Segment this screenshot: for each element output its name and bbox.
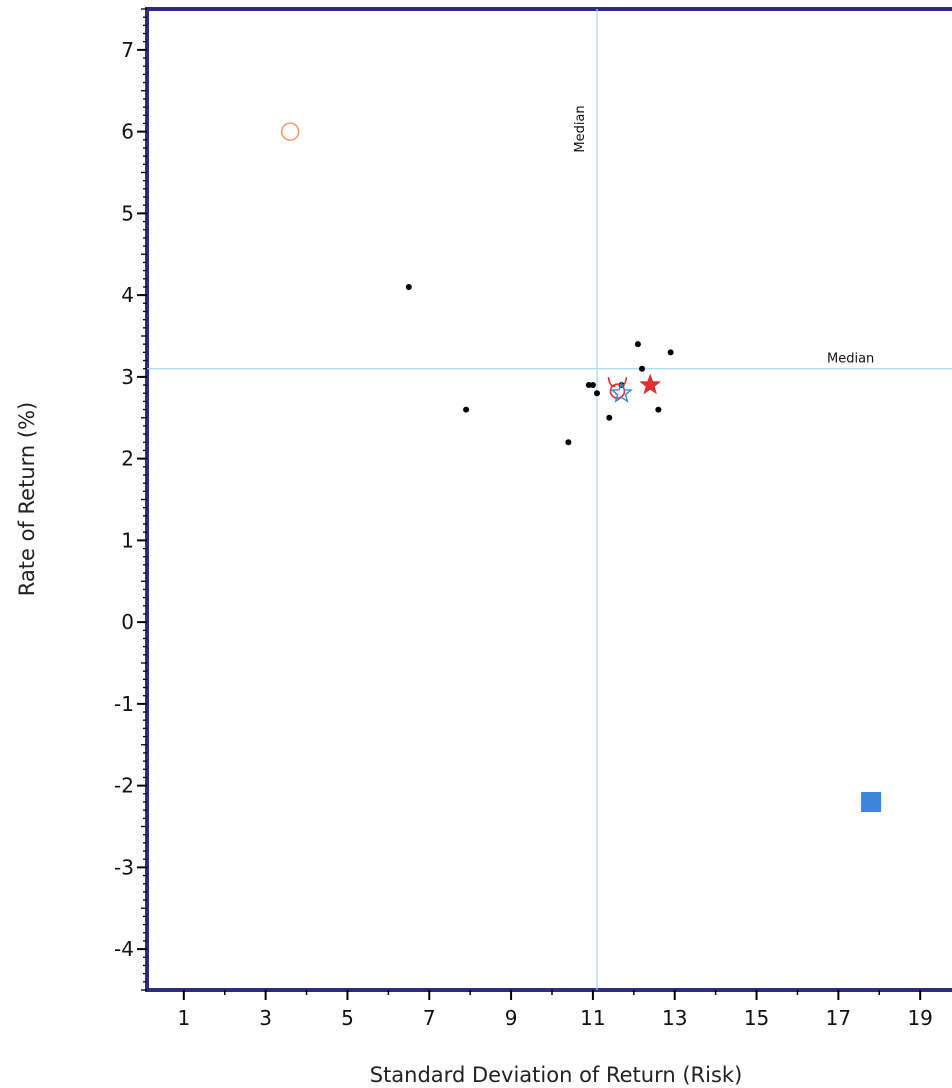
y-tick-label: -3	[114, 855, 134, 879]
median-label-vertical: Median	[573, 105, 588, 152]
data-point	[668, 349, 674, 355]
x-tick-label: 17	[826, 1006, 851, 1030]
x-tick-label: 11	[580, 1006, 605, 1030]
y-tick-label: 3	[121, 365, 134, 389]
y-tick-label: -1	[114, 692, 134, 716]
data-point	[606, 415, 612, 421]
y-tick-label: -4	[114, 937, 134, 961]
x-axis-title: Standard Deviation of Return (Risk)	[370, 1063, 743, 1087]
x-tick-label: 9	[505, 1006, 518, 1030]
y-tick-label: 6	[121, 120, 134, 144]
data-point	[635, 341, 641, 347]
data-point	[594, 390, 600, 396]
x-tick-labels: 1 3 5 7 9 11 13 15 17 19	[177, 1006, 932, 1030]
x-tick-label: 5	[341, 1006, 354, 1030]
x-tick-label: 1	[177, 1006, 190, 1030]
x-tick-label: 7	[423, 1006, 436, 1030]
y-axis-title: Rate of Return (%)	[15, 402, 39, 596]
x-tick-label: 19	[907, 1006, 932, 1030]
plot-frame	[147, 9, 952, 990]
data-point	[565, 439, 571, 445]
y-tick-label: 5	[121, 201, 134, 225]
y-tick-label: 0	[121, 610, 134, 634]
median-label-horizontal: Median	[827, 352, 874, 367]
data-point	[406, 284, 412, 290]
y-tick-label: 1	[121, 528, 134, 552]
data-point	[463, 407, 469, 413]
x-tick-label: 3	[259, 1006, 272, 1030]
y-tick-label: -2	[114, 774, 134, 798]
y-tick-label: 7	[121, 38, 134, 62]
data-point	[655, 407, 661, 413]
y-tick-labels: 7 6 5 4 3 2 1 0 -1 -2 -3 -4	[114, 38, 134, 961]
data-point	[639, 366, 645, 372]
y-tick-label: 2	[121, 447, 134, 471]
x-tick-label: 13	[662, 1006, 687, 1030]
data-point	[590, 382, 596, 388]
y-tick-label: 4	[121, 283, 134, 307]
marker-filled-square	[861, 792, 881, 812]
x-tick-label: 15	[744, 1006, 769, 1030]
